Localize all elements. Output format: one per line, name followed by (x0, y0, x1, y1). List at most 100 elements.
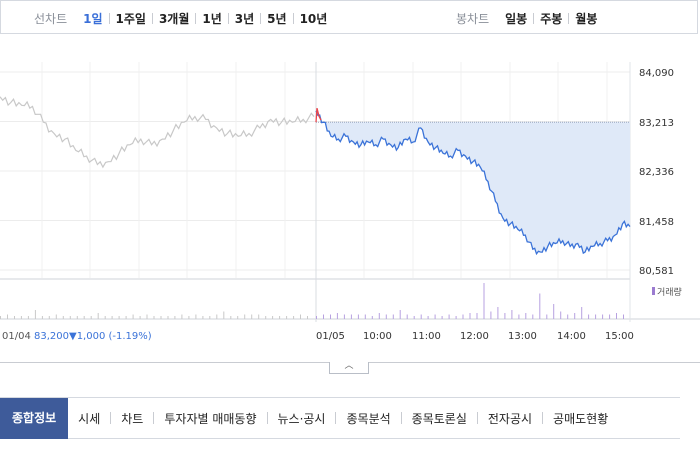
tab-chart[interactable]: 차트 (121, 411, 144, 426)
expand-chart-button[interactable]: ︿ (329, 362, 369, 374)
period-1w[interactable]: 1주일 (115, 11, 146, 26)
line-chart-label: 선차트 (34, 11, 68, 26)
volume-bar (27, 316, 29, 319)
volume-bar (469, 313, 471, 319)
volume-bar (385, 314, 387, 319)
stock-info-tabs: 종합정보 시세 차트 투자자별 매매동향 뉴스·공시 종목분석 종목토론실 전자… (0, 397, 680, 439)
x-tick-label: 10:00 (363, 331, 392, 342)
candle-monthly[interactable]: 월봉 (575, 11, 598, 26)
volume-legend-label: 거래량 (657, 286, 682, 298)
volume-bar (118, 316, 120, 319)
candle-daily[interactable]: 일봉 (505, 11, 528, 26)
tab-price[interactable]: 시세 (78, 411, 101, 426)
tab-news-disclosure[interactable]: 뉴스·공시 (277, 411, 326, 426)
volume-bar (167, 316, 169, 319)
period-1d[interactable]: 1일 (83, 11, 103, 26)
tab-e-disclosure[interactable]: 전자공시 (487, 411, 533, 426)
volume-bar (553, 304, 555, 319)
prev-day-label: 01/04 (2, 331, 31, 342)
volume-bar (279, 316, 281, 319)
volume-bar (595, 314, 597, 319)
volume-bar (462, 314, 464, 319)
line-chart-period-group: 선차트 1일 1주일 3개월 1년 3년 5년 10년 (34, 1, 333, 35)
x-tick-label: 14:00 (557, 331, 586, 342)
volume-bar (316, 316, 317, 319)
chart-toolbar: 선차트 1일 1주일 3개월 1년 3년 5년 10년 봉차트 일봉 주봉 월봉 (0, 0, 698, 34)
divider (227, 12, 229, 24)
stock-chart[interactable]: 84,090 83,213 82,336 81,458 80,581 거래량 0… (0, 34, 700, 364)
volume-bar (350, 314, 352, 319)
volume-bar (83, 316, 85, 319)
divider (110, 412, 112, 424)
volume-bar (174, 316, 176, 319)
volume-legend-swatch (652, 287, 655, 295)
prev-close-price: 83,200 (34, 331, 69, 342)
volume-bar (616, 313, 617, 319)
volume-bar (413, 316, 415, 319)
volume-bar (265, 316, 267, 319)
volume-bar (323, 314, 324, 319)
y-tick-label: 84,090 (639, 68, 674, 79)
tab-analysis[interactable]: 종목분석 (346, 411, 391, 426)
volume-bar (343, 314, 345, 319)
volume-bar (476, 313, 478, 319)
tab-overview[interactable]: 종합정보 (0, 397, 69, 439)
x-tick-label: 15:00 (605, 331, 634, 342)
volume-bar (258, 314, 260, 319)
volume-bar (490, 311, 492, 319)
volume-bar (251, 314, 253, 319)
price-line (315, 110, 631, 256)
volume-bar (441, 316, 443, 319)
y-tick-label: 83,213 (639, 118, 674, 129)
divider (533, 12, 535, 24)
divider (266, 412, 268, 424)
volume-bar (195, 314, 197, 319)
volume-bar (209, 316, 211, 319)
volume-bar (483, 283, 485, 319)
volume-bar (371, 316, 373, 319)
volume-bar (76, 316, 78, 319)
divider (153, 412, 155, 424)
stock-chart-svg: 84,090 83,213 82,336 81,458 80,581 거래량 0… (0, 62, 700, 342)
tab-short-selling[interactable]: 공매도현황 (553, 411, 609, 426)
volume-bar (111, 316, 113, 319)
candle-weekly[interactable]: 주봉 (540, 11, 563, 26)
period-10y[interactable]: 10년 (299, 11, 328, 26)
volume-bar (511, 310, 513, 319)
volume-bar (525, 313, 527, 319)
volume-bar (125, 316, 127, 319)
volume-bar (497, 307, 499, 319)
period-1y[interactable]: 1년 (202, 11, 222, 26)
volume-bar (272, 316, 274, 319)
volume-bar (399, 310, 401, 319)
volume-bar (230, 316, 232, 319)
candle-chart-period-group: 봉차트 일봉 주봉 월봉 (456, 1, 603, 35)
volume-bar (532, 314, 534, 319)
tab-investor-trading[interactable]: 투자자별 매매동향 (164, 411, 257, 426)
volume-bar (14, 316, 15, 319)
volume-bar (97, 313, 99, 319)
period-3y[interactable]: 3년 (234, 11, 255, 26)
period-3m[interactable]: 3개월 (158, 11, 190, 26)
volume-bar (34, 310, 36, 319)
volume-bar (7, 314, 8, 319)
divider (542, 412, 544, 424)
price-line-above-ref (315, 108, 322, 123)
candle-chart-label: 봉차트 (456, 11, 490, 26)
volume-bar (139, 316, 141, 319)
volume-bar (581, 307, 583, 319)
tab-discussion[interactable]: 종목토론실 (411, 411, 467, 426)
volume-bar (293, 316, 295, 319)
volume-bar (20, 316, 22, 319)
below-reference-area (316, 122, 630, 254)
volume-bar (336, 313, 338, 319)
volume-bar (588, 314, 590, 319)
divider (195, 12, 197, 24)
volume-bar (392, 314, 394, 319)
x-tick-label: 13:00 (508, 331, 537, 342)
divider (335, 412, 337, 424)
x-tick-label: 12:00 (460, 331, 489, 342)
period-5y[interactable]: 5년 (267, 11, 287, 26)
volume-bar (602, 314, 604, 319)
y-tick-label: 81,458 (639, 217, 674, 228)
